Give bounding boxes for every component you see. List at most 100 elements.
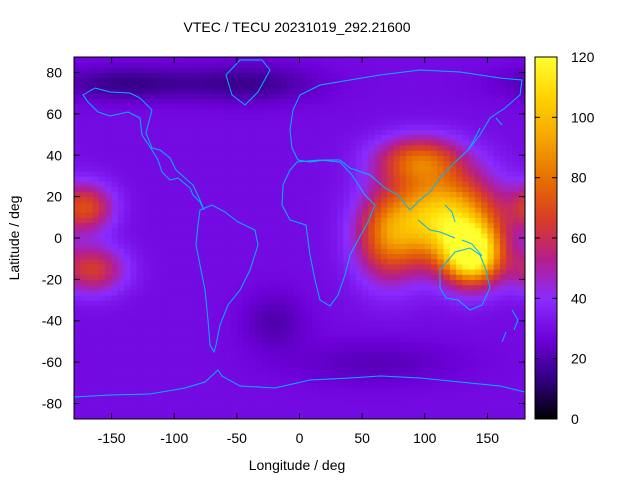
heat-cell — [199, 206, 207, 213]
heat-cell — [124, 305, 131, 311]
heat-cell — [449, 77, 457, 84]
heat-cell — [462, 170, 470, 177]
heat-cell — [449, 72, 457, 79]
heat-cell — [299, 150, 307, 156]
heat-cell — [161, 310, 169, 317]
heat-cell — [236, 408, 244, 415]
heat-cell — [324, 227, 332, 234]
heat-cell — [130, 57, 138, 63]
heat-cell — [274, 356, 282, 363]
heat-cell — [468, 93, 476, 99]
heat-cell — [124, 170, 131, 177]
heat-cell — [387, 196, 395, 203]
heat-cell — [174, 129, 182, 136]
heat-cell — [312, 372, 319, 379]
heat-cell — [124, 212, 131, 218]
heat-cell — [124, 217, 131, 224]
heat-cell — [230, 170, 238, 177]
heat-cell — [418, 186, 426, 193]
heat-cell — [368, 232, 376, 239]
heat-cell — [261, 98, 269, 105]
heat-cell — [142, 258, 150, 265]
heat-cell — [393, 284, 401, 291]
heat-cell — [418, 393, 426, 399]
heat-cell — [487, 201, 495, 208]
heat-cell — [280, 336, 288, 343]
heat-cell — [456, 72, 463, 79]
heat-cell — [218, 367, 225, 374]
heat-cell — [86, 175, 94, 182]
heat-cell — [80, 346, 88, 353]
heat-cell — [230, 408, 238, 415]
heat-cell — [324, 310, 332, 317]
heat-cell — [149, 155, 157, 162]
heat-cell — [412, 206, 420, 213]
heat-cell — [249, 413, 257, 419]
heat-cell — [255, 129, 263, 136]
heat-cell — [86, 331, 94, 337]
heat-cell — [518, 186, 525, 193]
heat-cell — [180, 186, 188, 193]
heat-cell — [387, 62, 395, 68]
heat-cell — [462, 175, 470, 182]
heat-cell — [343, 331, 351, 337]
heat-cell — [462, 119, 470, 125]
heat-cell — [405, 98, 413, 105]
heat-cell — [180, 108, 188, 115]
heat-cell — [462, 279, 470, 286]
heat-cell — [211, 181, 219, 187]
heat-cell — [387, 356, 395, 363]
heat-cell — [462, 284, 470, 291]
heat-cell — [431, 398, 438, 405]
heat-cell — [318, 341, 326, 348]
heat-cell — [142, 274, 150, 280]
heat-cell — [405, 181, 413, 187]
heat-cell — [418, 222, 426, 229]
heat-cell — [318, 377, 326, 384]
heat-cell — [268, 232, 276, 239]
heat-cell — [412, 129, 420, 136]
heat-cell — [136, 269, 144, 275]
heat-cell — [462, 88, 470, 94]
heat-cell — [380, 113, 388, 120]
heat-cell — [412, 98, 420, 105]
heat-cell — [117, 372, 125, 379]
heat-cell — [130, 212, 138, 218]
heat-cell — [312, 165, 319, 172]
heat-cell — [305, 413, 313, 419]
heat-cell — [481, 119, 489, 125]
heat-cell — [86, 258, 94, 265]
heat-cell — [180, 346, 188, 353]
heat-cell — [481, 248, 489, 255]
heat-cell — [124, 82, 131, 89]
heat-cell — [136, 284, 144, 291]
heat-cell — [443, 315, 451, 322]
heat-cell — [431, 129, 438, 136]
heat-cell — [387, 258, 395, 265]
heat-cell — [211, 372, 219, 379]
heat-cell — [487, 356, 495, 363]
heat-cell — [462, 356, 470, 363]
heat-cell — [443, 175, 451, 182]
heat-cell — [449, 393, 457, 399]
heat-cell — [117, 57, 125, 63]
heat-cell — [437, 103, 445, 110]
heat-cell — [518, 212, 525, 218]
heat-cell — [368, 377, 376, 384]
heat-cell — [324, 181, 332, 187]
heat-cell — [318, 206, 326, 213]
heat-cell — [474, 274, 482, 280]
heat-cell — [293, 186, 301, 193]
heat-cell — [393, 253, 401, 260]
heat-cell — [362, 212, 369, 218]
heat-cell — [105, 217, 113, 224]
heat-cell — [111, 232, 119, 239]
heat-cell — [349, 217, 357, 224]
heat-cell — [437, 217, 445, 224]
heat-cell — [412, 150, 420, 156]
heat-cell — [512, 253, 520, 260]
heat-cell — [218, 279, 225, 286]
heat-cell — [99, 253, 106, 260]
heat-cell — [437, 82, 445, 89]
heat-cell — [205, 124, 213, 130]
